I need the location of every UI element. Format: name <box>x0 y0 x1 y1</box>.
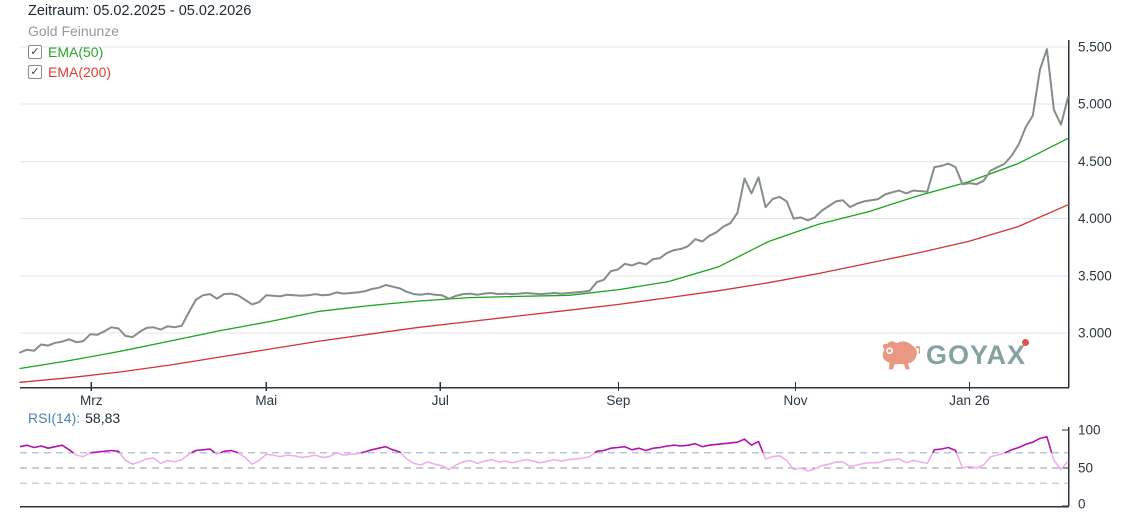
goyax-wordmark: GOYAX <box>926 337 1030 373</box>
rsi-axis-tick-label: 0 <box>1078 497 1086 512</box>
y-axis-tick-label: 3.500 <box>1078 268 1112 283</box>
y-axis-tick-label: 3.000 <box>1078 326 1112 341</box>
y-axis-tick-label: 4.000 <box>1078 211 1112 226</box>
ema200-line <box>19 204 1069 383</box>
y-axis-tick-label: 5.000 <box>1078 97 1112 112</box>
indicator-legend: ✓ EMA(50) ✓ EMA(200) <box>28 42 111 82</box>
x-axis-tick-label: Jan 26 <box>949 393 990 408</box>
y-axis-tick-label: 4.500 <box>1078 154 1112 169</box>
ema200-label: EMA(200) <box>48 64 112 80</box>
x-axis-tick-label: Mrz <box>80 393 103 408</box>
rsi-label: RSI(14): <box>28 410 81 426</box>
period-label: Zeitraum: 05.02.2025 - 05.02.2026 <box>28 3 252 19</box>
goyax-logo: GOYAX <box>876 337 1030 373</box>
rsi-line-overbought <box>220 449 239 454</box>
rsi-line <box>214 452 221 456</box>
rsi-line-overbought <box>19 444 74 454</box>
rsi-line <box>118 452 192 465</box>
rsi-line-overbought <box>1004 436 1053 454</box>
rsi-line-overbought <box>191 448 216 454</box>
rsi-line <box>400 452 596 471</box>
rsi-value: 58,83 <box>85 410 121 426</box>
x-axis-tick-label: Nov <box>784 393 808 408</box>
legend-row-ema50: ✓ EMA(50) <box>28 42 111 62</box>
rsi-line <box>237 452 362 465</box>
ema50-label: EMA(50) <box>48 44 104 60</box>
rsi-line <box>955 452 1005 469</box>
legend-row-ema200: ✓ EMA(200) <box>28 62 111 82</box>
x-axis-tick-label: Sep <box>606 393 630 408</box>
bull-icon <box>882 341 920 370</box>
rsi-axis-tick-label: 50 <box>1078 461 1093 476</box>
x-axis-tick-label: Jul <box>432 393 449 408</box>
logo-red-dot <box>1022 339 1030 346</box>
ema50-line <box>19 137 1069 370</box>
rsi-line-overbought <box>932 446 958 454</box>
rsi-line-overbought <box>360 445 402 454</box>
ema50-checkbox[interactable]: ✓ <box>28 45 42 59</box>
rsi-line-overbought <box>594 438 764 454</box>
rsi-line <box>72 452 91 458</box>
rsi-line-overbought <box>90 449 121 454</box>
rsi-line <box>762 452 934 472</box>
x-axis-tick-label: Mai <box>255 393 277 408</box>
price-line <box>19 48 1069 354</box>
y-axis-tick-label: 5.500 <box>1078 39 1112 54</box>
rsi-axis-tick-label: 100 <box>1078 423 1101 438</box>
rsi-line <box>1050 452 1069 471</box>
rsi-indicator-label: RSI(14): 58,83 <box>28 410 120 426</box>
ema200-checkbox[interactable]: ✓ <box>28 65 42 79</box>
instrument-name: Gold Feinunze <box>28 23 120 39</box>
